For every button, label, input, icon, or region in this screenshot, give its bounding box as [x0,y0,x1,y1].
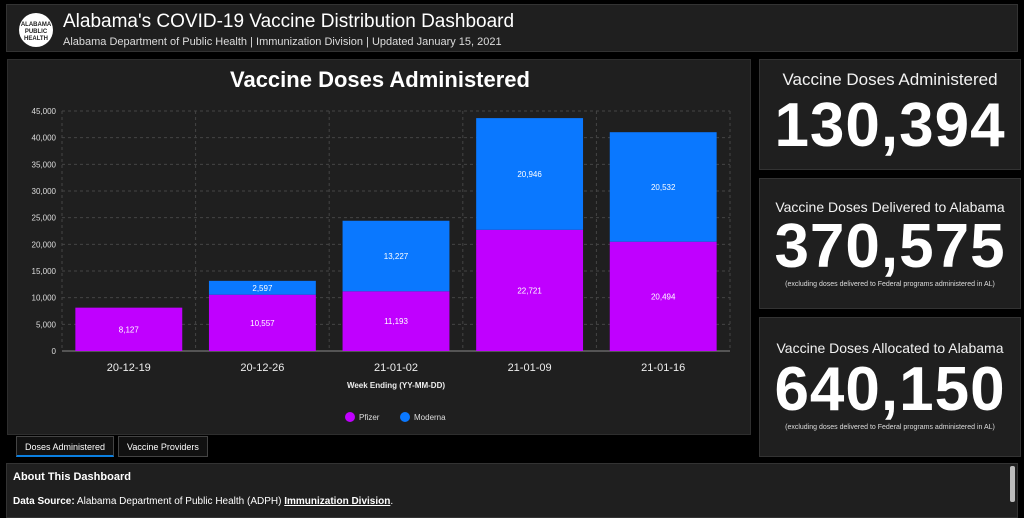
y-tick-label: 5,000 [36,320,57,329]
about-scrollbar[interactable] [1010,466,1015,502]
chart-title: Vaccine Doses Administered [230,67,530,92]
y-tick-label: 40,000 [32,134,57,143]
x-tick-label: 21-01-02 [374,362,418,374]
y-tick-label: 15,000 [32,267,57,276]
x-tick-label: 21-01-09 [508,362,552,374]
stat-label: Vaccine Doses Delivered to Alabama [775,199,1005,215]
dashboard-header: ALABAMA PUBLIC HEALTH Alabama's COVID-19… [6,4,1018,52]
stat-value: 640,150 [774,355,1006,424]
x-tick-label: 20-12-19 [107,362,151,374]
legend-label-pfizer: Pfizer [359,413,380,422]
x-axis-label: Week Ending (YY-MM-DD) [347,381,445,390]
legend-swatch-pfizer [345,412,355,422]
tab-vaccine-providers[interactable]: Vaccine Providers [118,436,208,457]
y-tick-label: 30,000 [32,187,57,196]
x-tick-label: 20-12-26 [240,362,284,374]
y-tick-label: 20,000 [32,240,57,249]
data-source-text: Alabama Department of Public Health (ADP… [76,496,282,507]
bar-moderna [476,118,584,230]
data-source-line: Data Source: Alabama Department of Publi… [13,496,393,507]
doses-chart-panel: Vaccine Doses Administered 0 5,000 10,000 15… [7,59,751,435]
bar-data-label: 11,193 [384,317,408,326]
y-tick-label: 0 [52,347,57,356]
x-tick-label: 21-01-16 [641,362,685,374]
data-source-label: Data Source: [13,496,75,507]
bar-pfizer [609,241,717,351]
y-tick-label: 45,000 [32,107,57,116]
immunization-division-link[interactable]: Immunization Division [284,496,391,507]
about-panel: About This Dashboard Data Source: Alabam… [6,463,1018,518]
bar-pfizer [208,294,316,351]
stat-doses-allocated: Vaccine Doses Allocated to Alabama 640,1… [759,317,1021,457]
bar-data-label: 13,227 [384,252,409,261]
y-tick-label: 25,000 [32,214,57,223]
bar-data-label: 10,557 [250,319,275,328]
page-subtitle: Alabama Department of Public Health | Im… [63,36,502,48]
bar-moderna [609,132,717,242]
bar-data-label: 22,721 [517,286,542,295]
bar-data-label: 20,494 [651,292,676,301]
bar-data-label: 20,946 [517,170,542,179]
data-source-end: . [390,496,394,507]
stat-value: 130,394 [774,91,1006,160]
bar-data-label: 2,597 [252,284,273,293]
logo-line: PUBLIC [24,29,48,35]
stat-label: Vaccine Doses Allocated to Alabama [776,340,1004,356]
y-tick-label: 35,000 [32,160,57,169]
bar-pfizer [476,229,584,351]
legend-label-moderna: Moderna [414,413,446,422]
doses-bar-chart: Vaccine Doses Administered 0 5,000 10,000 15… [32,67,731,422]
stat-value: 370,575 [774,212,1006,281]
bar-pfizer [342,291,450,351]
bar-moderna [208,280,316,295]
logo-line: HEALTH [24,36,48,42]
bar-pfizer [75,307,183,351]
bar-data-label: 20,532 [651,183,676,192]
bar-moderna [342,220,450,292]
about-title: About This Dashboard [13,471,131,483]
tab-doses-administered[interactable]: Doses Administered [16,436,115,457]
bar-data-label: 8,127 [119,325,140,334]
y-tick-label: 10,000 [32,294,57,303]
stat-note: (excluding doses delivered to Federal pr… [785,281,995,288]
stat-label: Vaccine Doses Administered [782,70,998,89]
stat-note: (excluding doses delivered to Federal pr… [785,424,995,431]
page-title: Alabama's COVID-19 Vaccine Distribution … [63,11,515,32]
adph-logo: ALABAMA PUBLIC HEALTH [19,13,53,47]
stat-doses-delivered: Vaccine Doses Delivered to Alabama 370,5… [759,178,1021,309]
stat-doses-administered: Vaccine Doses Administered 130,394 [759,59,1021,170]
legend-swatch-moderna [400,412,410,422]
logo-line: ALABAMA [20,22,52,28]
